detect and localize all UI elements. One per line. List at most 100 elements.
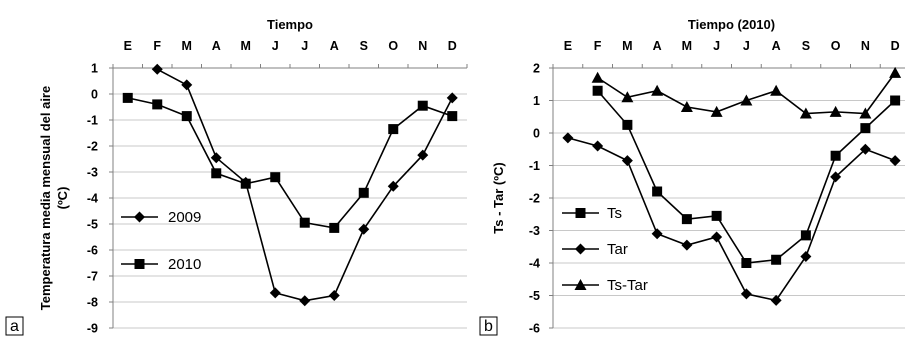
- x-tick-label: A: [772, 39, 781, 53]
- data-point: [829, 105, 842, 117]
- panel-letter-a: a: [5, 316, 24, 336]
- y-tick-label: 0: [533, 127, 540, 141]
- y-tick-label: -4: [529, 257, 540, 271]
- series-line: [156, 68, 453, 302]
- x-tick-label: M: [622, 39, 632, 53]
- y-tick-label: -7: [87, 270, 98, 284]
- y-tick-label: -2: [529, 192, 540, 206]
- svg-text:a: a: [10, 318, 19, 335]
- data-point: [181, 79, 193, 91]
- data-point: [771, 254, 782, 265]
- x-tick-label: M: [182, 39, 192, 53]
- x-tick-label: O: [831, 39, 841, 53]
- y-tick-label: -4: [87, 192, 98, 206]
- data-point: [740, 288, 752, 300]
- data-point: [562, 132, 574, 144]
- x-tick-label: A: [212, 39, 221, 53]
- chart-panel-b: Tiempo (2010) E F M A M J J A S O N D 2 1 0 -1 -2 -3 -4 -5 -6…: [479, 17, 905, 336]
- x-tick-label: N: [861, 39, 870, 53]
- x-tick-label: F: [153, 39, 161, 53]
- legend-label: Ts: [607, 205, 622, 222]
- y-tick-label: 1: [533, 94, 540, 108]
- x-tick-label: N: [418, 39, 427, 53]
- y-tick-label: -2: [87, 140, 98, 154]
- data-point: [447, 111, 458, 122]
- legend-label: 2009: [168, 209, 201, 226]
- data-point: [890, 95, 901, 106]
- y-axis-label: Ts - Tar (ºC): [491, 162, 506, 233]
- y-tick-label: -8: [87, 296, 98, 310]
- series-line: [597, 72, 896, 115]
- data-point: [358, 223, 370, 235]
- series-line: [567, 137, 896, 302]
- y-tick-label: 1: [91, 62, 98, 76]
- x-tick-label: J: [743, 39, 750, 53]
- data-point: [680, 101, 693, 112]
- data-point: [859, 107, 872, 119]
- x-tick-label: O: [388, 39, 398, 53]
- data-point: [770, 294, 782, 306]
- data-point: [681, 214, 692, 225]
- data-point: [388, 124, 399, 135]
- data-point: [152, 99, 163, 110]
- data-point: [622, 119, 633, 130]
- x-tick-label: F: [594, 39, 602, 53]
- x-tick-label: A: [653, 39, 662, 53]
- legend-marker: [134, 211, 145, 223]
- data-point: [830, 150, 841, 161]
- data-point: [651, 228, 663, 240]
- data-point: [181, 111, 192, 122]
- x-tick-label: M: [682, 39, 692, 53]
- data-point: [799, 107, 812, 119]
- data-point: [770, 84, 783, 96]
- legend-marker: [575, 243, 586, 255]
- legend-label: 2010: [168, 256, 201, 273]
- data-point: [652, 186, 663, 197]
- data-point: [621, 91, 634, 103]
- data-point: [889, 66, 902, 78]
- data-point: [299, 295, 311, 307]
- series-Tar: [562, 132, 901, 306]
- series-2009: [151, 63, 458, 307]
- x-tick-label: A: [330, 39, 339, 53]
- data-point: [621, 155, 633, 167]
- data-point: [710, 105, 723, 117]
- data-point: [240, 178, 251, 189]
- data-point: [210, 152, 222, 164]
- series-Ts-Tar: [591, 66, 902, 119]
- data-point: [711, 231, 723, 243]
- legend-entry: Ts: [562, 205, 622, 222]
- legend-label: Ts-Tar: [607, 277, 648, 294]
- data-point: [328, 290, 340, 301]
- y-tick-label: -9: [87, 322, 98, 336]
- x-tick-label: E: [124, 39, 132, 53]
- x-tick-label: S: [802, 39, 810, 53]
- legend-marker: [575, 208, 586, 218]
- series-Ts: [592, 85, 901, 268]
- data-point: [592, 140, 604, 152]
- data-point: [329, 222, 340, 233]
- series-2010: [122, 92, 458, 233]
- data-point: [889, 155, 901, 167]
- x-tick-label: D: [891, 39, 900, 53]
- x-tick-label: E: [564, 39, 572, 53]
- data-point: [358, 187, 369, 198]
- data-point: [859, 143, 871, 155]
- data-point: [741, 258, 752, 268]
- chart-title: Tiempo (2010): [688, 17, 775, 32]
- y-tick-label: -6: [87, 244, 98, 258]
- data-point: [651, 84, 664, 96]
- x-tick-label: J: [713, 39, 720, 53]
- x-tick-label: M: [241, 39, 251, 53]
- x-tick-label: J: [272, 39, 279, 53]
- data-point: [591, 71, 604, 83]
- legend-entry: 2010: [121, 256, 201, 273]
- y-tick-label: 2: [533, 62, 540, 76]
- data-point: [860, 123, 871, 134]
- y-axis-label: Temperatura media mensual del aire (ºC): [38, 86, 70, 310]
- data-point: [417, 100, 428, 111]
- y-tick-label: -5: [87, 218, 98, 232]
- data-point: [681, 239, 693, 251]
- series-line: [597, 90, 896, 264]
